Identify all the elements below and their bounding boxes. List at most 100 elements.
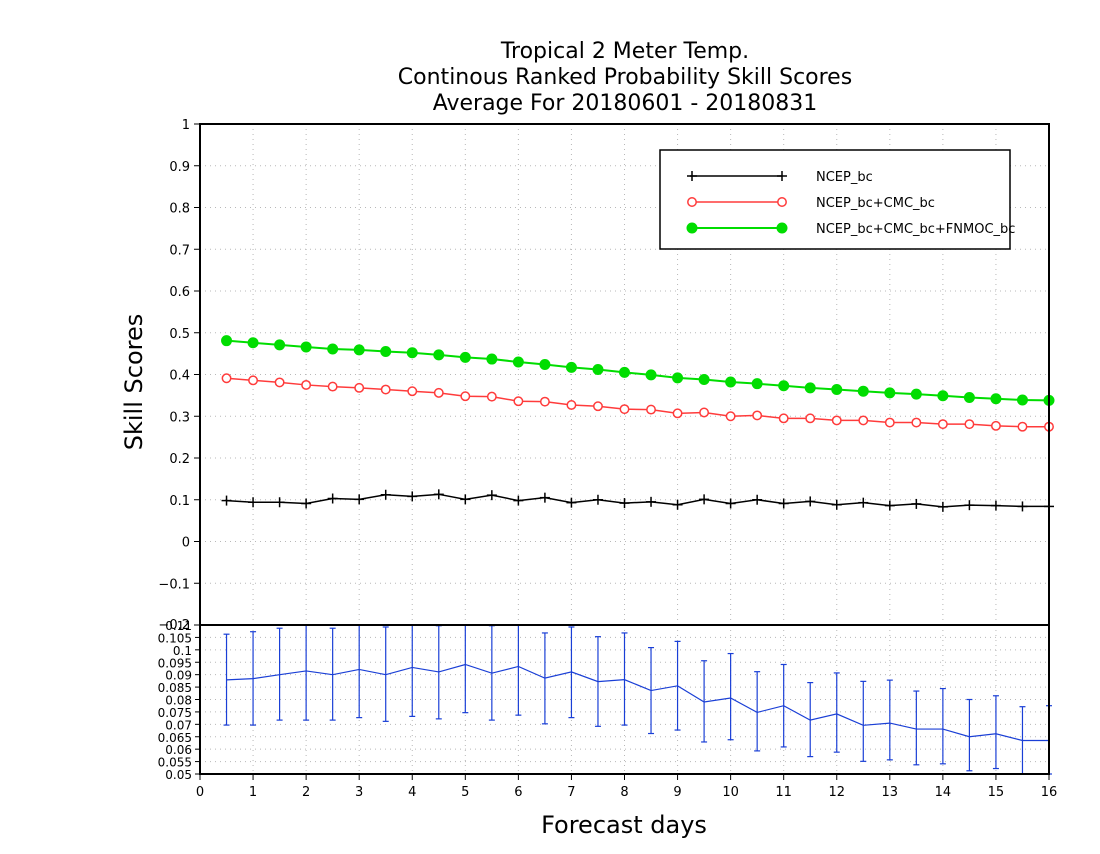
series-2-point [646, 404, 656, 415]
series-2-point [354, 382, 365, 393]
main-y-tick-labels: −0.1 0 0.1 0.2 0.3 0.4 0.5 0.6 0.7 0.8 0.9 1 −0.2 [158, 118, 200, 633]
series-2-point [460, 391, 471, 402]
x-axis-title: Forecast days [541, 811, 707, 839]
x-tick-label: 5 [461, 785, 469, 800]
error-panel-y-tick-label: 0.05 [165, 768, 192, 782]
legend-label: NCEP_bc+CMC_bc+FNMOC_bc [816, 222, 1015, 237]
title-line-1: Tropical 2 Meter Temp. [500, 39, 749, 64]
series-3-point [512, 356, 524, 368]
legend-label: NCEP_bc [816, 170, 873, 185]
series-2-point [327, 381, 338, 392]
series-2-point [593, 401, 603, 412]
error-panel-y-tick-label: 0.1 [173, 644, 192, 658]
x-tick-label: 11 [775, 785, 792, 800]
legend-items: NCEP_bc NCEP_bc+CMC_bc NCEP_bc+CMC_bc+FNMO… [686, 170, 1015, 237]
error-panel-y-tick-label: 0.105 [158, 631, 192, 645]
series-2-point [884, 417, 895, 428]
series-3-point [327, 343, 339, 355]
main-y-tick-label: −0.2 [158, 618, 190, 633]
x-tick-label: 16 [1041, 785, 1058, 800]
x-tick-label: 13 [882, 785, 899, 800]
series-2-point [513, 396, 524, 407]
series-2-point [672, 408, 683, 419]
series-2-point [619, 404, 630, 415]
legend-swatch-marker [776, 222, 788, 234]
main-plot-series [221, 335, 1055, 512]
series-3-point [937, 390, 949, 402]
legend-swatch-marker [777, 197, 787, 207]
series-3-point [565, 361, 577, 373]
series-2-point [566, 400, 577, 410]
main-y-tick-label: −0.1 [158, 577, 190, 592]
main-y-tick-label: 0.1 [169, 494, 190, 509]
main-y-tick-label: 0.2 [169, 452, 190, 467]
series-3-point [1016, 394, 1028, 406]
series-3-point [698, 374, 710, 386]
legend-box [659, 149, 1011, 250]
series-2-point [937, 419, 948, 430]
main-y-tick-label: 0.9 [169, 160, 190, 175]
series-3-point [831, 384, 843, 396]
series-3-point [619, 366, 630, 378]
x-tick-label: 0 [196, 785, 204, 800]
series-3-point [274, 339, 286, 351]
error-panel-series [223, 625, 1052, 775]
main-y-tick-label: 1 [182, 118, 190, 133]
series-2-point [699, 407, 710, 418]
error-panel-y-tick-label: 0.095 [158, 656, 192, 670]
legend-swatch-marker [687, 197, 697, 207]
series-2-point [831, 415, 842, 426]
series-3-point [247, 337, 259, 349]
series-2-point [1017, 421, 1028, 432]
series-2-point [433, 387, 444, 398]
series-3-point [459, 351, 471, 363]
main-y-tick-label: 0 [182, 536, 190, 551]
error-panel-y-tick-labels: 0.050.0550.060.0650.070.0750.080.0850.09… [158, 619, 200, 782]
series-2-point [990, 420, 1001, 431]
error-panel-y-tick-label: 0.08 [165, 694, 192, 708]
x-tick-label: 3 [355, 785, 363, 800]
error-panel-y-tick-label: 0.07 [165, 718, 192, 732]
title-line-3: Average For 20180601 - 20180831 [433, 91, 818, 116]
series-3-point [725, 376, 737, 388]
x-tick-label: 2 [302, 785, 310, 800]
series-3-point [486, 353, 498, 365]
series-3-point [539, 358, 551, 370]
series-1 [221, 489, 1054, 512]
title-line-2: Continous Ranked Probability Skill Score… [398, 65, 852, 90]
y-axis-title: Skill Scores [120, 314, 148, 451]
series-2-point [221, 373, 232, 384]
chart-title: Tropical 2 Meter Temp. Continous Ranked … [398, 39, 852, 116]
series-3-point [963, 391, 975, 403]
series-3-point [300, 341, 312, 353]
x-tick-label: 8 [620, 785, 628, 800]
x-tick-label: 14 [935, 785, 952, 800]
error-panel-y-tick-label: 0.11 [165, 619, 192, 633]
error-panel-y-tick-label: 0.085 [158, 681, 192, 695]
x-tick-label: 15 [988, 785, 1005, 800]
error-panel-y-tick-label: 0.065 [158, 731, 192, 745]
series-2-point [486, 391, 497, 402]
series-2-point [301, 379, 312, 390]
main-y-tick-label: 0.6 [169, 285, 190, 300]
series-1-line [226, 493, 1049, 508]
series-3-point [857, 385, 869, 397]
series-3-point [910, 388, 922, 400]
error-panel-y-tick-label: 0.075 [158, 706, 192, 720]
series-3-point [672, 372, 684, 384]
series-3-point [433, 349, 445, 361]
series-3-point [884, 387, 896, 399]
series-2-line [226, 377, 1049, 428]
main-y-tick-label: 0.8 [169, 202, 190, 217]
series-3-point [645, 369, 657, 381]
main-y-tick-label: 0.7 [169, 243, 190, 258]
error-panel-y-tick-label: 0.09 [165, 669, 192, 683]
series-2-point [858, 415, 869, 426]
series-3-point [406, 347, 418, 359]
main-y-tick-label: 0.5 [169, 327, 190, 342]
series-2-point [407, 386, 418, 397]
legend: NCEP_bc NCEP_bc+CMC_bc NCEP_bc+CMC_bc+FNMO… [659, 149, 1015, 250]
series-2 [221, 373, 1054, 432]
